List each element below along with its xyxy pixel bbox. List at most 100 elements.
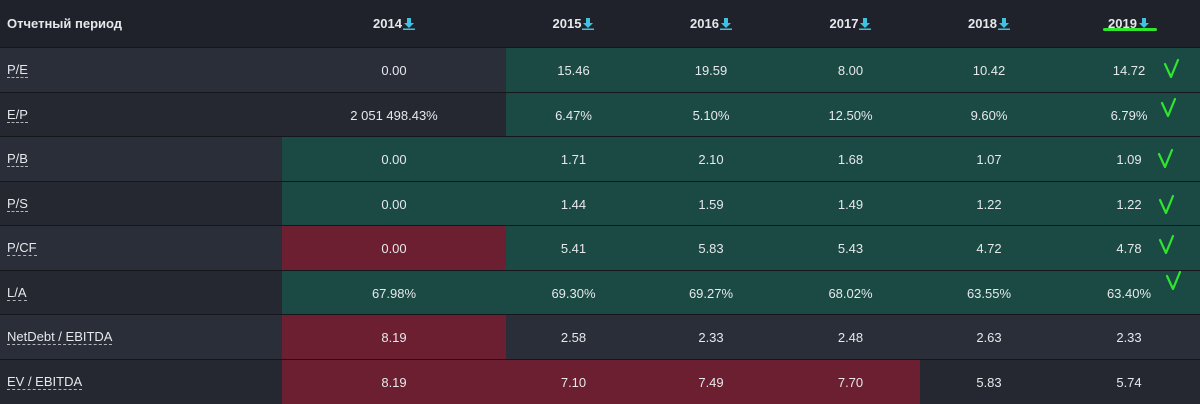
cell-value: 5.10% (692, 107, 730, 123)
cell-value: 0.00 (381, 240, 407, 256)
metric-name[interactable]: P/CF (7, 240, 37, 256)
value-cell-2016: 69.27% (641, 271, 781, 315)
cell-value: 8.19 (381, 374, 407, 390)
value-cell-2019: 5.74 (1058, 360, 1200, 404)
table-row: P/S 0.00 1.44 1.59 1.49 1.22 1.22 (0, 181, 1200, 226)
cell-value: 2.58 (560, 329, 587, 345)
row-label[interactable]: P/B (0, 137, 282, 181)
cell-value: 8.00 (837, 62, 864, 78)
value-cell-2018: 4.72 (920, 226, 1058, 270)
value-cell-2018: 63.55% (920, 271, 1058, 315)
cell-value: 5.74 (1116, 374, 1142, 390)
cell-value: 69.30% (551, 285, 596, 301)
cell-value: 19.59 (694, 62, 728, 78)
metric-name[interactable]: P/B (7, 151, 28, 167)
value-cell-2016: 19.59 (641, 48, 781, 92)
table-row: P/CF 0.00 5.41 5.83 5.43 4.72 4.78 (0, 225, 1200, 270)
cell-value: 2.63 (976, 329, 1002, 345)
value-cell-2019: 4.78 (1058, 226, 1200, 270)
value-cell-2015: 6.47% (506, 93, 641, 137)
row-label[interactable]: P/S (0, 182, 282, 226)
cell-value: 2.10 (698, 151, 724, 167)
cell-value: 5.43 (837, 240, 864, 256)
cell-value: 0.00 (381, 151, 407, 167)
metric-name[interactable]: P/S (7, 196, 28, 212)
value-cell-2014: 0.00 (282, 226, 506, 270)
year-header-2016[interactable]: 2016 (641, 0, 781, 47)
year-header-2014[interactable]: 2014 (282, 0, 506, 47)
value-cell-2018: 5.83 (920, 360, 1058, 404)
value-cell-2018: 1.22 (920, 182, 1058, 226)
table-row: P/E 0.00 15.46 19.59 8.00 10.42 14.72 (0, 47, 1200, 92)
cell-value: 4.72 (976, 240, 1002, 256)
cell-value: 1.09 (1116, 151, 1142, 167)
download-icon[interactable] (719, 17, 732, 30)
value-cell-2015: 15.46 (506, 48, 641, 92)
value-cell-2018: 9.60% (920, 93, 1058, 137)
row-label[interactable]: E/P (0, 93, 282, 137)
value-cell-2017: 1.49 (781, 182, 920, 226)
table-row: L/A 67.98% 69.30% 69.27% 68.02% 63.55% 63.40% (0, 270, 1200, 315)
value-cell-2015: 7.10 (506, 360, 641, 404)
cell-value: 1.59 (698, 196, 724, 212)
value-cell-2014: 67.98% (282, 271, 506, 315)
value-cell-2014: 2 051 498.43% (282, 93, 506, 137)
value-cell-2019: 1.09 (1058, 137, 1200, 181)
value-cell-2018: 2.63 (920, 315, 1058, 359)
metric-name[interactable]: E/P (7, 107, 28, 123)
check-mark-icon (1165, 270, 1182, 291)
value-cell-2016: 2.33 (641, 315, 781, 359)
year-header-2019[interactable]: 2019 (1058, 0, 1200, 47)
value-cell-2015: 2.58 (506, 315, 641, 359)
cell-value: 2.33 (698, 329, 724, 345)
cell-value: 1.22 (976, 196, 1002, 212)
cell-value: 63.55% (966, 285, 1012, 301)
row-label[interactable]: NetDebt / EBITDA (0, 315, 282, 359)
row-label[interactable]: EV / EBITDA (0, 360, 282, 404)
value-cell-2016: 2.10 (641, 137, 781, 181)
download-icon[interactable] (582, 17, 595, 30)
metric-name[interactable]: EV / EBITDA (7, 374, 83, 390)
value-cell-2017: 5.43 (781, 226, 920, 270)
cell-value: 68.02% (828, 285, 873, 301)
row-label[interactable]: P/E (0, 48, 282, 92)
cell-value: 1.44 (560, 196, 587, 212)
value-cell-2019: 1.22 (1058, 182, 1200, 226)
cell-value: 7.70 (837, 374, 864, 390)
value-cell-2017: 12.50% (781, 93, 920, 137)
year-header-2017[interactable]: 2017 (781, 0, 920, 47)
value-cell-2019: 6.79% (1058, 93, 1200, 137)
cell-value: 10.42 (972, 62, 1006, 78)
value-cell-2019: 63.40% (1058, 271, 1200, 315)
period-header: Отчетный период (7, 16, 123, 31)
cell-value: 1.07 (976, 151, 1002, 167)
metric-name[interactable]: NetDebt / EBITDA (7, 329, 113, 345)
value-cell-2017: 8.00 (781, 48, 920, 92)
metric-name[interactable]: P/E (7, 62, 28, 78)
cell-value: 12.50% (828, 107, 873, 123)
cell-value: 7.49 (698, 374, 724, 390)
value-cell-2019: 14.72 (1058, 48, 1200, 92)
value-cell-2014: 0.00 (282, 48, 506, 92)
metric-name[interactable]: L/A (7, 285, 27, 301)
cell-value: 5.41 (560, 240, 587, 256)
value-cell-2015: 5.41 (506, 226, 641, 270)
highlight-underline (1103, 28, 1157, 31)
download-icon[interactable] (859, 17, 872, 30)
cell-value: 1.22 (1116, 196, 1142, 212)
cell-value: 1.49 (837, 196, 864, 212)
row-label[interactable]: L/A (0, 271, 282, 315)
year-header-2015[interactable]: 2015 (506, 0, 641, 47)
row-label[interactable]: P/CF (0, 226, 282, 270)
cell-value: 9.60% (970, 107, 1008, 123)
download-icon[interactable] (997, 17, 1010, 30)
value-cell-2014: 8.19 (282, 315, 506, 359)
value-cell-2014: 0.00 (282, 182, 506, 226)
year-header-2018[interactable]: 2018 (920, 0, 1058, 47)
cell-value: 0.00 (381, 196, 407, 212)
download-icon[interactable] (402, 17, 415, 30)
cell-value: 5.83 (698, 240, 724, 256)
value-cell-2014: 0.00 (282, 137, 506, 181)
check-mark-icon (1163, 58, 1180, 79)
